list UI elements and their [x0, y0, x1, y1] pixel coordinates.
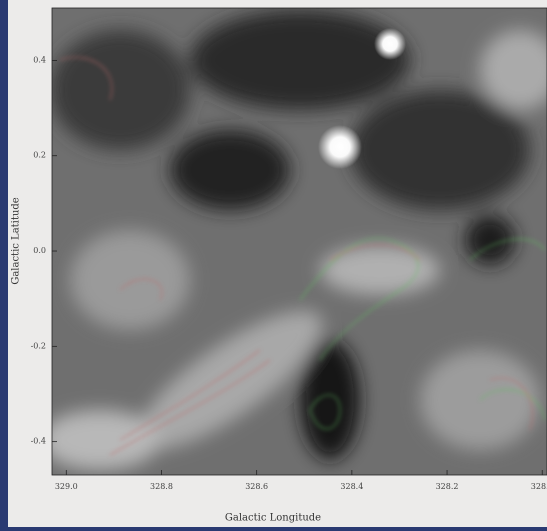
x-tick-label: 328.2 [436, 482, 459, 491]
x-axis-label: Galactic Longitude [225, 513, 321, 524]
page: Galactic Longitude Galactic Latitude 329… [0, 0, 547, 527]
chart: Galactic Longitude Galactic Latitude 329… [0, 0, 547, 527]
x-tick-label: 328.6 [245, 482, 268, 491]
y-tick-label: -0.2 [31, 341, 46, 350]
sky-image [40, 8, 547, 475]
x-tick-label: 328.8 [150, 482, 173, 491]
x-tick-label: 328.4 [340, 482, 363, 491]
y-tick-label: 0.0 [33, 246, 46, 255]
y-tick-label: 0.4 [33, 55, 46, 64]
y-tick-label: -0.4 [31, 437, 46, 446]
y-axis-label: Galactic Latitude [11, 197, 22, 284]
x-tick-label: 328.0 [531, 482, 547, 491]
y-tick-label: 0.2 [33, 151, 46, 160]
x-tick-label: 329.0 [55, 482, 78, 491]
